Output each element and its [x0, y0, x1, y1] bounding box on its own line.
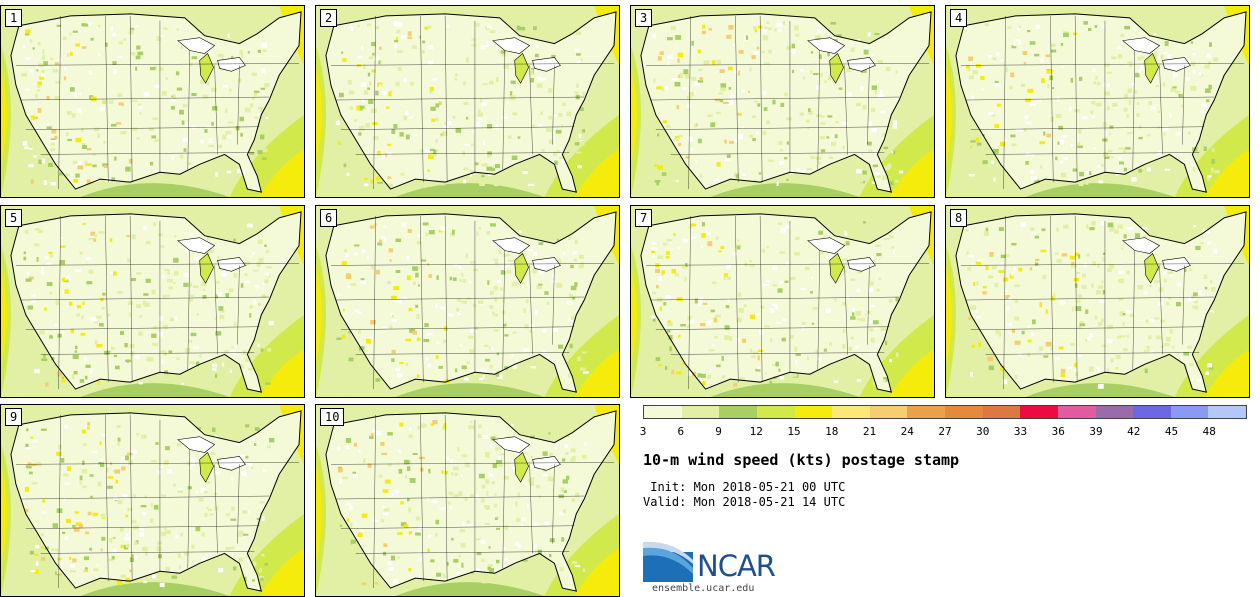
legend-tick-label: 6 [677, 425, 685, 438]
legend-tick-label: 33 [1013, 425, 1028, 438]
legend-tick-label: 24 [900, 425, 914, 438]
legend-swatch [1057, 406, 1096, 418]
member-map-2: 2 [315, 5, 620, 198]
wind-field-map [946, 206, 1249, 397]
legend-tick-label: 9 [715, 425, 722, 438]
legend-tick-label: 48 [1202, 425, 1216, 438]
member-label: 3 [635, 9, 653, 27]
legend-swatch [907, 406, 945, 418]
site-url: ensemble.ucar.edu [652, 583, 755, 594]
legend-tick-label: 30 [976, 425, 990, 438]
legend-tick-label: 3 [639, 425, 647, 438]
legend-swatch [1095, 406, 1134, 418]
legend-tick-label: 21 [862, 425, 877, 438]
ncar-logo-icon [643, 541, 693, 582]
wind-field-map [316, 6, 619, 197]
plot-title: 10-m wind speed (kts) postage stamp [643, 451, 960, 469]
wind-field-map [316, 405, 619, 596]
member-map-9: 9 [0, 404, 305, 597]
color-legend-bar [643, 405, 1247, 419]
legend-swatch [1170, 406, 1209, 418]
legend-swatch [681, 406, 720, 418]
legend-tick-label: 42 [1127, 425, 1141, 438]
legend-tick-label: 12 [749, 425, 763, 438]
wind-field-map [631, 206, 934, 397]
legend-tick-label: 45 [1164, 425, 1179, 438]
valid-time: Valid: Mon 2018-05-21 14 UTC [643, 495, 846, 509]
legend-swatch [945, 406, 983, 418]
member-map-6: 6 [315, 205, 620, 398]
member-map-10: 10 [315, 404, 620, 597]
member-map-7: 7 [630, 205, 935, 398]
member-label: 1 [5, 9, 23, 27]
wind-field-map [316, 206, 619, 397]
logo-wordmark: NCAR [697, 549, 776, 583]
legend-swatch [1133, 406, 1171, 418]
member-map-8: 8 [945, 205, 1250, 398]
member-map-5: 5 [0, 205, 305, 398]
wind-field-map [1, 405, 304, 596]
wind-field-map [946, 6, 1249, 197]
wind-field-map [631, 6, 934, 197]
member-map-4: 4 [945, 5, 1250, 198]
member-label: 8 [950, 209, 968, 227]
legend-tick-label: 15 [787, 425, 801, 438]
member-label: 4 [950, 9, 968, 27]
legend-swatch [1208, 406, 1246, 418]
legend-swatch [644, 406, 682, 418]
legend-swatch [1020, 406, 1058, 418]
init-time: Init: Mon 2018-05-21 00 UTC [643, 480, 846, 494]
legend-swatch [719, 406, 757, 418]
wind-field-map [1, 206, 304, 397]
legend-swatch [869, 406, 908, 418]
member-label: 9 [5, 408, 23, 426]
legend-tick-label: 36 [1051, 425, 1065, 438]
legend-swatch [756, 406, 795, 418]
member-label: 10 [320, 408, 345, 426]
legend-tick-label: 18 [825, 425, 839, 438]
wind-field-map [1, 6, 304, 197]
member-map-3: 3 [630, 5, 935, 198]
member-label: 6 [320, 209, 338, 227]
member-label: 2 [320, 9, 338, 27]
legend-swatch [982, 406, 1021, 418]
member-map-1: 1 [0, 5, 305, 198]
legend-swatch [794, 406, 833, 418]
member-label: 7 [635, 209, 653, 227]
legend-tick-label: 27 [938, 425, 952, 438]
legend-tick-label: 39 [1089, 425, 1103, 438]
legend-swatch [832, 406, 870, 418]
member-label: 5 [5, 209, 23, 227]
